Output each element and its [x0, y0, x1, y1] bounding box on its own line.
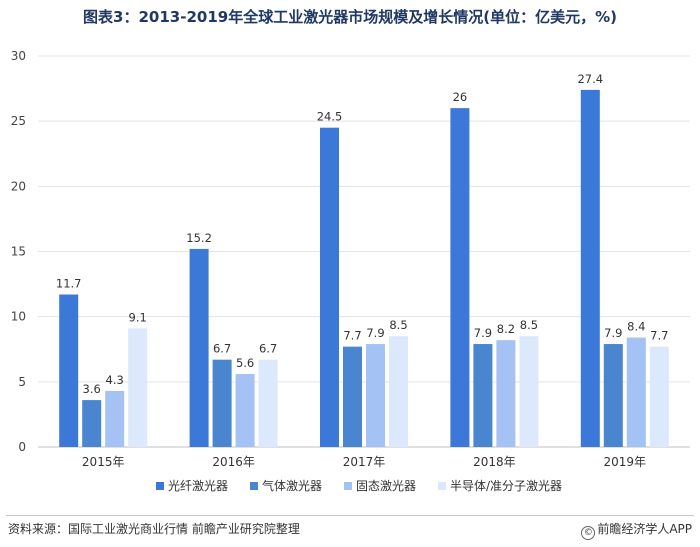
y-tick-label: 25: [11, 114, 26, 128]
data-label: 11.7: [56, 277, 82, 291]
legend-swatch: [438, 482, 446, 490]
data-label: 5.6: [236, 356, 254, 370]
bar: [189, 248, 209, 447]
data-label: 24.5: [317, 110, 343, 124]
legend-swatch: [156, 482, 164, 490]
y-tick-label: 5: [18, 375, 26, 389]
data-label: 6.7: [213, 342, 231, 356]
data-label: 7.9: [366, 326, 384, 340]
bar: [626, 337, 646, 447]
data-label: 8.5: [389, 318, 407, 332]
y-tick-label: 15: [11, 245, 26, 259]
app-credit: © 前瞻经济学人APP: [581, 520, 692, 540]
y-tick-label: 10: [11, 310, 26, 324]
legend-label: 固态激光器: [356, 479, 416, 493]
bar: [473, 344, 493, 447]
data-label: 8.5: [520, 318, 538, 332]
source-note: 资料来源：国际工业激光商业行情 前瞻产业研究院整理: [8, 522, 300, 536]
bar: [649, 346, 669, 447]
x-tick-label: 2018年: [473, 455, 516, 469]
bars: [59, 89, 669, 448]
legend-swatch: [344, 482, 352, 490]
chart-title: 图表3：2013-2019年全球工业激光器市场规模及增长情况(单位：亿美元，%): [83, 8, 617, 26]
bar: [519, 336, 539, 447]
data-label: 27.4: [577, 72, 603, 86]
x-tick-label: 2019年: [604, 455, 647, 469]
bar: [366, 344, 385, 447]
data-label: 4.3: [106, 373, 124, 387]
copyright-circle-icon: ©: [581, 526, 596, 540]
y-tick-label: 20: [11, 179, 26, 193]
data-label: 7.9: [604, 326, 622, 340]
bar: [603, 344, 623, 447]
y-tick-label: 0: [18, 440, 26, 454]
y-axis: 0 5 10 15 20 25 30: [11, 49, 26, 454]
data-label: 9.1: [129, 310, 147, 324]
bar: [389, 336, 408, 447]
data-label: 7.7: [650, 329, 668, 343]
bar: [235, 374, 255, 447]
x-tick-label: 2016年: [212, 455, 255, 469]
legend-label: 半导体/准分子激光器: [450, 479, 562, 493]
bar: [59, 294, 79, 447]
bar: [212, 359, 232, 447]
legend-label: 气体激光器: [262, 478, 322, 493]
x-tick-label: 2017年: [343, 455, 386, 469]
bar-chart: 0 5 10 15 20 25 30 11.7 3.6 4.3 9.1 15.2 6.7 5.6 6.7 2…: [11, 49, 690, 493]
data-label: 3.6: [83, 382, 101, 396]
y-tick-label: 30: [11, 49, 26, 63]
data-labels: 11.7 3.6 4.3 9.1 15.2 6.7 5.6 6.7 24.5 7.7 7.9 8.5 2…: [56, 72, 669, 396]
x-axis: 2015年 2016年 2017年 2018年 2019年: [82, 455, 646, 469]
data-label: 8.2: [497, 322, 515, 336]
bar: [496, 340, 516, 447]
bar: [320, 127, 339, 447]
bar: [450, 108, 470, 447]
data-label: 15.2: [186, 231, 212, 245]
data-label: 26: [453, 90, 468, 104]
bar: [258, 359, 278, 447]
data-label: 7.7: [343, 329, 361, 343]
footer-divider: [6, 515, 694, 516]
bar: [343, 346, 362, 447]
legend-label: 光纤激光器: [168, 479, 228, 493]
x-tick-label: 2015年: [82, 455, 125, 469]
data-label: 6.7: [259, 342, 277, 356]
bar: [580, 89, 600, 448]
bar: [82, 400, 102, 447]
bar: [128, 328, 148, 447]
legend: 光纤激光器 气体激光器 固态激光器 半导体/准分子激光器: [156, 478, 562, 493]
bar: [105, 390, 125, 447]
data-label: 7.9: [474, 326, 492, 340]
data-label: 8.4: [627, 320, 645, 334]
app-label: 前瞻经济学人APP: [597, 522, 692, 536]
legend-swatch: [250, 482, 258, 490]
